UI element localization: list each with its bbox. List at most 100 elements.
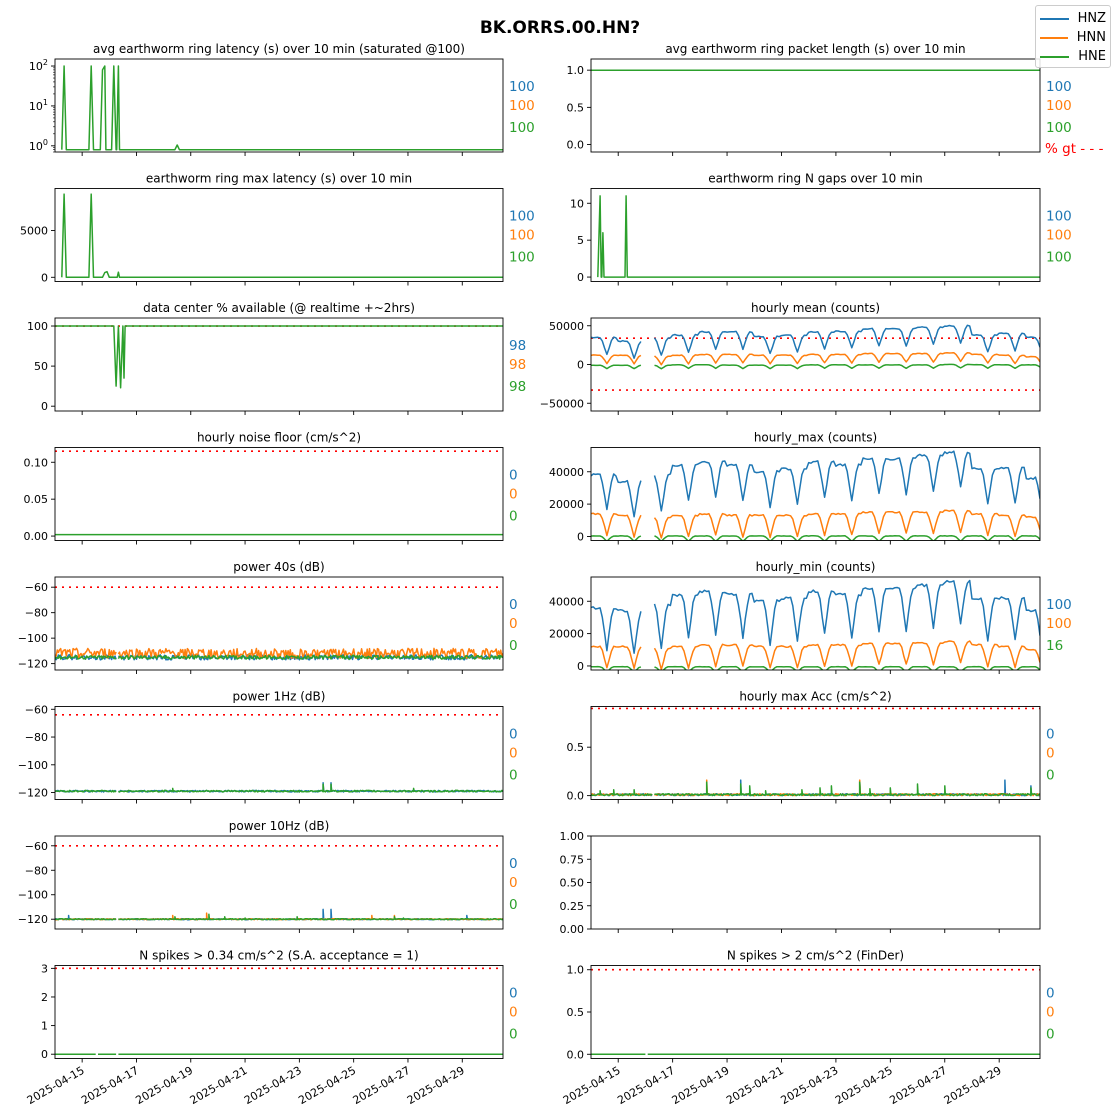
status-hne: 0	[509, 509, 518, 525]
status-hnz: 100	[1046, 209, 1072, 225]
status-hne: 0	[1046, 768, 1055, 784]
series-line-hnn	[653, 509, 1040, 539]
series-line-hnn	[55, 647, 117, 660]
series-line-hnz	[653, 324, 1040, 356]
status-hnz: 0	[509, 597, 518, 613]
panel-4: earthworm ring N gaps over 10 min 0 5 10 100…	[570, 172, 1072, 286]
x-tick-label: 2025-04-25	[833, 1064, 895, 1107]
status-hnz: 100	[1046, 79, 1072, 95]
y-tick-label: −120	[18, 787, 48, 800]
series-line-hnz	[653, 450, 1040, 512]
legend-swatch-hnz	[1040, 17, 1069, 20]
series-line-hnz	[591, 336, 642, 359]
y-tick-label: 0.0	[567, 1048, 585, 1061]
series-line-hne	[591, 665, 642, 670]
y-tick-label: 0	[41, 1048, 48, 1061]
status-hne: 0	[509, 638, 518, 654]
y-tick-label: 40000	[549, 595, 584, 608]
panel-data	[591, 450, 1040, 541]
panel-frame	[590, 706, 1041, 800]
status-hnz: 0	[509, 986, 518, 1002]
y-tick-label: 0	[577, 530, 584, 543]
y-tick-label: 0.05	[24, 493, 49, 506]
series-line-hne	[61, 65, 503, 151]
status-hnn: 0	[509, 746, 518, 762]
x-tick-label: 2025-04-25	[296, 1064, 358, 1107]
series-line-hne	[118, 913, 503, 921]
x-tick-label: 2025-04-23	[242, 1064, 304, 1107]
status-hne: 0	[509, 1027, 518, 1043]
status-hnn: 100	[1046, 616, 1072, 632]
y-tick-label: −100	[18, 889, 48, 902]
series-line-hnn	[653, 351, 1040, 366]
y-tick-label: 0.0	[567, 139, 585, 152]
y-tick-label: 0.25	[560, 900, 585, 913]
series-line-hne	[654, 363, 1040, 370]
x-tick-label: 2025-04-17	[79, 1064, 141, 1107]
series-line-hne	[117, 654, 503, 660]
legend-swatch-hne	[1040, 55, 1070, 58]
panel-frame	[54, 58, 504, 153]
series-line-hnn	[591, 354, 642, 365]
y-tick-label: 50000	[549, 320, 584, 333]
status-hnz: 98	[509, 338, 526, 354]
status-hnz: 100	[509, 79, 535, 95]
x-tick-label: 2025-04-15	[561, 1064, 623, 1107]
status-hne: 0	[1046, 1027, 1055, 1043]
y-tick-label: 1.0	[567, 964, 585, 977]
series-line-hne	[55, 789, 117, 793]
x-tick-label: 2025-04-27	[887, 1064, 949, 1107]
panel-title: power 1Hz (dB)	[233, 690, 326, 704]
y-tick-label: 0.10	[24, 456, 49, 469]
y-tick-label: −50000	[540, 397, 584, 410]
y-tick-label: −80	[25, 607, 48, 620]
status-hnn: 0	[1046, 1005, 1055, 1021]
panel-9: power 40s (dB) −120 −100 −80 −60 0 0 0	[18, 560, 518, 674]
series-line-hnn	[591, 512, 642, 538]
status-hne: 100	[1046, 250, 1072, 266]
y-tick-label: −60	[25, 840, 48, 853]
y-tick-label: 101	[29, 98, 48, 113]
y-tick-label: 0.50	[560, 877, 585, 890]
status-hnn: 100	[1046, 228, 1072, 244]
status-hnn: 0	[509, 1005, 518, 1021]
status-hnz: 0	[1046, 986, 1055, 1002]
status-hne: 100	[509, 250, 535, 266]
series-line-hne	[61, 193, 503, 279]
series-line-hne	[55, 325, 503, 389]
panel-data	[591, 707, 1040, 797]
x-tick-label: 2025-04-19	[670, 1064, 732, 1107]
panel-frame	[590, 447, 1041, 541]
panel-title: hourly noise floor (cm/s^2)	[197, 431, 361, 445]
series-line-hne	[55, 654, 117, 660]
y-tick-label: 0.5	[567, 1006, 585, 1019]
status-hnn: 0	[509, 875, 518, 891]
panel-title: hourly max Acc (cm/s^2)	[739, 690, 891, 704]
y-tick-label: 40000	[549, 466, 584, 479]
y-tick-label: −80	[25, 731, 48, 744]
panel-frame	[54, 576, 504, 671]
status-hnz: 100	[509, 209, 535, 225]
y-tick-label: 0	[577, 660, 584, 673]
panel-data	[61, 65, 503, 151]
status-hnz: 0	[509, 727, 518, 743]
panel-data	[55, 325, 503, 389]
panel-title: hourly_min (counts)	[756, 560, 876, 574]
panel-title: earthworm ring max latency (s) over 10 m…	[146, 172, 412, 186]
panel-frame	[590, 188, 1041, 282]
series-line-hne	[591, 789, 653, 797]
panel-title: avg earthworm ring latency (s) over 10 m…	[93, 42, 465, 56]
y-tick-label: −100	[18, 759, 48, 772]
series-line-hne	[654, 665, 1040, 670]
x-tick-label: 2025-04-23	[779, 1064, 841, 1107]
y-tick-label: −100	[18, 632, 48, 645]
series-line-hnz	[591, 606, 642, 654]
y-tick-label: 0	[41, 271, 48, 284]
y-tick-label: 0.75	[560, 853, 585, 866]
legend-label-hnn: HNN	[1076, 30, 1106, 45]
y-tick-label: 2	[41, 991, 48, 1004]
status-extra: % gt - - -	[1045, 141, 1104, 157]
panel-8: hourly_max (counts) 0 20000 40000	[549, 431, 1041, 545]
legend: HNZ HNN HNE	[1035, 5, 1111, 68]
